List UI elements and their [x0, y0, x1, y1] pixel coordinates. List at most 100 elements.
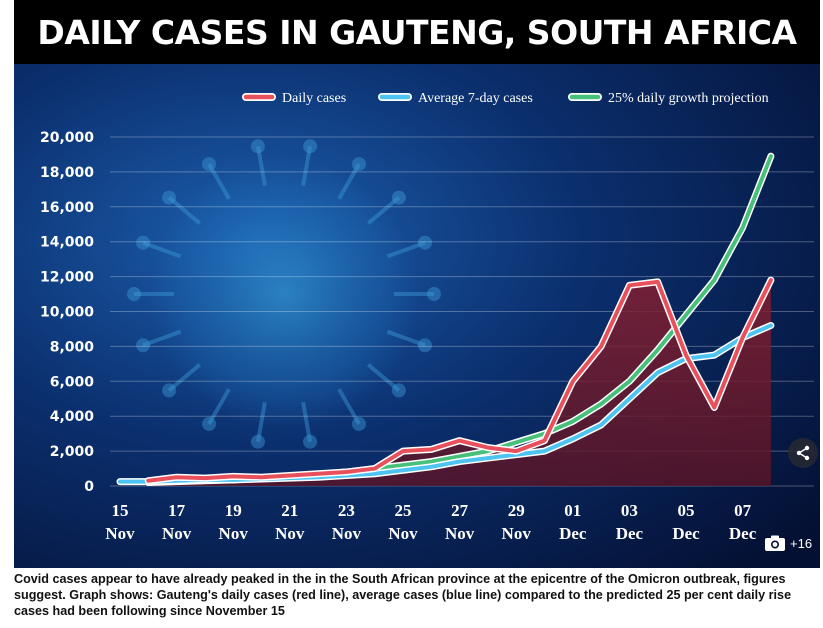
- projection-point: [458, 454, 462, 458]
- legend-label: Daily cases: [282, 91, 346, 106]
- x-tick-label: 15: [112, 501, 129, 520]
- x-tick-label: Dec: [559, 524, 587, 543]
- virus-spike-tip: [127, 287, 141, 301]
- x-tick-label: Nov: [445, 524, 475, 543]
- daily-point: [203, 476, 207, 480]
- y-tick-label: 2,000: [50, 444, 95, 460]
- y-tick-label: 10,000: [40, 305, 94, 321]
- virus-spike-tip: [250, 139, 265, 154]
- projection-point: [769, 154, 773, 158]
- daily-point: [175, 475, 179, 479]
- virus-spike: [301, 145, 313, 187]
- daily-point: [769, 278, 773, 282]
- projection-point: [741, 226, 745, 230]
- daily-point: [373, 467, 377, 471]
- daily-point: [741, 336, 745, 340]
- virus-spike: [207, 163, 231, 200]
- x-tick-label: Nov: [502, 524, 532, 543]
- virus-spike-tip: [162, 383, 177, 398]
- virus-spike: [301, 401, 313, 443]
- x-tick-label: 17: [168, 501, 186, 520]
- projection-point: [429, 460, 433, 464]
- y-tick-label: 18,000: [40, 165, 94, 181]
- y-tick-label: 0: [84, 479, 94, 495]
- share-icon: [796, 445, 810, 461]
- camera-icon: [765, 535, 785, 551]
- virus-spike: [366, 363, 401, 392]
- virus-spike: [167, 196, 202, 225]
- projection-point: [571, 419, 575, 423]
- virus-spike: [142, 329, 182, 348]
- virus-spike-tip: [250, 434, 265, 449]
- virus-spike-tip: [136, 338, 151, 353]
- share-button[interactable]: [788, 438, 818, 468]
- x-tick-label: Nov: [105, 524, 135, 543]
- average-point: [627, 397, 631, 401]
- title-bar: DAILY CASES IN GAUTENG, SOUTH AFRICA: [14, 0, 820, 64]
- virus-spike-tip: [417, 338, 432, 353]
- projection-point: [401, 463, 405, 467]
- x-tick-label: 01: [564, 501, 581, 520]
- y-tick-label: 16,000: [40, 200, 94, 216]
- virus-spike-tip: [202, 157, 216, 172]
- x-tick-label: 05: [678, 501, 695, 520]
- projection-point: [712, 278, 716, 282]
- average-point: [571, 437, 575, 441]
- projection-point: [599, 402, 603, 406]
- average-point: [458, 460, 462, 464]
- y-tick-label: 14,000: [40, 235, 94, 251]
- virus-spike-tip: [303, 139, 318, 154]
- y-tick-label: 4,000: [50, 409, 95, 425]
- virus-spike: [366, 196, 401, 225]
- virus-spike: [337, 163, 361, 200]
- average-point: [712, 353, 716, 357]
- virus-spike: [207, 388, 231, 425]
- daily-point: [260, 475, 263, 479]
- virus-spike-tip: [202, 416, 216, 431]
- x-tick-label: 27: [451, 501, 469, 520]
- virus-spike: [386, 240, 426, 259]
- series-lines: [116, 152, 775, 487]
- x-tick-label: 29: [508, 501, 525, 520]
- daily-cases-area: [148, 280, 771, 486]
- daily-point: [458, 439, 462, 443]
- x-tick-label: Dec: [729, 524, 757, 543]
- virus-spike: [142, 240, 182, 259]
- x-tick-label: Dec: [616, 524, 644, 543]
- x-tick-label: 19: [225, 501, 242, 520]
- average-point: [118, 480, 122, 484]
- chart-legend: Daily cases Average 7-day cases 25% daily …: [242, 91, 769, 106]
- daily-point: [571, 379, 575, 383]
- daily-point: [316, 472, 320, 476]
- photo-count: +16: [790, 535, 813, 551]
- daily-point: [712, 405, 716, 409]
- daily-point: [344, 470, 348, 474]
- projection-point: [627, 379, 631, 383]
- average-point: [769, 323, 773, 327]
- chart-panel: DAILY CASES IN GAUTENG, SOUTH AFRICA Dai…: [14, 0, 820, 568]
- legend-label: 25% daily growth projection: [608, 91, 769, 106]
- daily-point: [486, 446, 490, 450]
- x-tick-label: 21: [281, 501, 298, 520]
- virus-body: [149, 159, 419, 429]
- daily-point: [146, 479, 150, 483]
- virus-spike-tip: [427, 287, 441, 301]
- x-tick-label: 23: [338, 501, 355, 520]
- image-caption: Covid cases appear to have already peake…: [14, 572, 792, 618]
- virus-spike: [337, 388, 361, 425]
- photo-gallery-button[interactable]: +16: [764, 531, 812, 555]
- daily-point: [599, 344, 603, 348]
- x-tick-label: Nov: [332, 524, 362, 543]
- daily-point: [656, 280, 660, 284]
- daily-point: [231, 474, 235, 478]
- virus-spike: [255, 145, 267, 187]
- legend-label: Average 7-day cases: [418, 91, 533, 106]
- x-axis: 15 Nov 17 Nov 19 Nov 21 Nov 23 Nov 25 Nov 27 Nov 29 Nov…: [105, 501, 756, 543]
- y-axis: 0 2,000 4,000 6,000 8,000 10,000 12,000 14,000 1…: [40, 130, 94, 495]
- virus-spike: [255, 401, 267, 443]
- daily-point: [429, 447, 433, 451]
- virus-spike-tip: [136, 235, 151, 250]
- x-tick-label: 03: [621, 501, 638, 520]
- virus-spike-tip: [391, 190, 406, 205]
- daily-cases-fill: [148, 280, 771, 486]
